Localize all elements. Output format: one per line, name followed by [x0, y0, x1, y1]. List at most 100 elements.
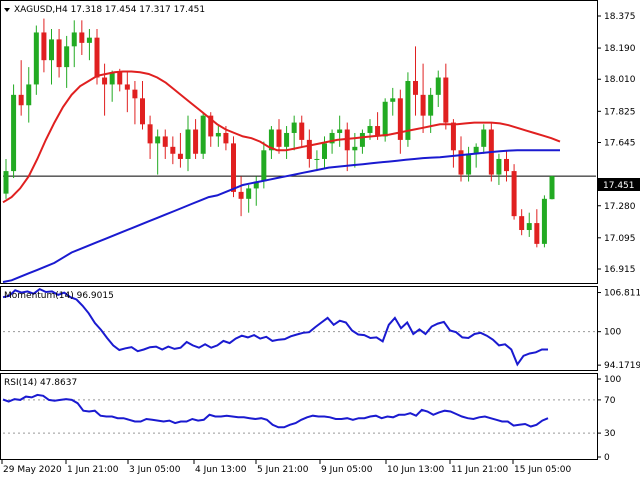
candle-body: [458, 150, 464, 175]
candle-body: [413, 80, 418, 95]
candle-body: [231, 143, 236, 192]
ma-fast-line: [2, 70, 561, 204]
candle: [215, 126, 221, 147]
momentum-plot-layer: [2, 287, 596, 367]
candle-body: [79, 32, 85, 43]
candle-body: [193, 129, 199, 154]
candle-body: [3, 171, 9, 194]
candle-body: [405, 80, 411, 140]
candle: [496, 153, 502, 185]
candle-body: [94, 37, 100, 78]
indicator-tick-label: 100: [604, 328, 621, 338]
candle: [466, 146, 472, 182]
current-price-tag: 17.451: [598, 178, 640, 191]
candle-body: [322, 143, 327, 159]
price-tick-label: 17.645: [604, 139, 636, 149]
price-tick-label: 18.375: [604, 12, 636, 22]
candle: [102, 63, 108, 116]
candle-body: [86, 37, 92, 43]
indicator-tick-label: 70: [604, 396, 616, 406]
candle-body: [443, 77, 449, 123]
candle-body: [132, 89, 138, 99]
candle-body: [71, 32, 77, 47]
candle: [405, 72, 411, 147]
candle: [534, 209, 540, 248]
candle-body: [26, 84, 32, 106]
main-panel-frame: [0, 0, 598, 284]
candle: [443, 63, 449, 130]
current-price-label: 17.451: [603, 181, 635, 191]
time-tick-label: 5 Jun 21:00: [257, 465, 309, 475]
candle: [473, 143, 479, 168]
candle: [124, 72, 130, 113]
candle: [49, 28, 54, 85]
candle: [18, 60, 24, 116]
candle: [155, 129, 161, 175]
time-axis: 29 May 2020 1 Jun 21:00 3 Jun 05:00 4 Jun 1…: [1, 460, 571, 475]
candle-body: [215, 132, 221, 137]
candle-body: [435, 77, 441, 95]
candle-body: [177, 153, 183, 159]
candle: [132, 80, 138, 125]
candle: [435, 70, 441, 107]
candle-body: [344, 129, 350, 151]
candle: [41, 18, 47, 73]
price-tick-label: 17.095: [604, 234, 636, 244]
collapse-triangle-icon[interactable]: [4, 8, 10, 12]
time-tick-label: 9 Jun 05:00: [321, 465, 373, 475]
candle-body: [155, 136, 161, 144]
candle: [170, 136, 176, 165]
candle: [147, 115, 153, 159]
candle: [177, 132, 183, 168]
candle-body: [511, 171, 517, 217]
time-tick-label: 4 Jun 13:00: [195, 465, 247, 475]
candle-body: [549, 176, 555, 200]
candle-body: [352, 146, 358, 151]
candle-body: [208, 115, 214, 137]
candle-body: [124, 84, 130, 90]
candle-body: [390, 98, 396, 102]
price-tick-label: 16.915: [604, 265, 636, 275]
candle: [200, 112, 206, 159]
time-tick-label: 1 Jun 21:00: [67, 465, 119, 475]
candle-body: [337, 129, 343, 133]
momentum-panel-frame: [0, 286, 598, 371]
candle-body: [64, 46, 70, 68]
candle-body: [117, 72, 123, 85]
candle-body: [147, 124, 153, 144]
candle-body: [284, 132, 290, 147]
candle-body: [140, 98, 145, 125]
time-tick-label: 29 May 2020: [3, 465, 62, 475]
candle-body: [170, 146, 176, 154]
candle: [253, 176, 259, 206]
candle: [140, 80, 145, 130]
candle-body: [329, 132, 335, 144]
candle-body: [238, 191, 244, 199]
candle-body: [428, 94, 434, 116]
price-tick-label: 18.190: [604, 44, 636, 54]
candle: [33, 25, 39, 95]
candle-body: [223, 132, 229, 144]
candle-body: [291, 122, 297, 133]
indicator-tick-label: 0: [604, 453, 610, 463]
candle-body: [246, 188, 252, 199]
candle-body: [299, 122, 305, 140]
rsi-title: RSI(14) 47.8637: [4, 378, 77, 388]
candle: [71, 20, 77, 68]
momentum-axis: 106.8115 100 94.1719: [597, 289, 640, 371]
candle-body: [56, 39, 62, 68]
indicator-tick-label: 94.1719: [604, 361, 640, 371]
rsi-panel-frame: [0, 373, 598, 460]
candle: [541, 195, 547, 248]
candle-body: [367, 126, 373, 133]
candle: [549, 175, 555, 200]
candle: [314, 150, 320, 172]
candle-body: [504, 158, 509, 172]
time-tick-label: 11 Jun 21:00: [451, 465, 508, 475]
candle-body: [268, 129, 274, 151]
candle: [26, 67, 32, 123]
candle-body: [261, 150, 267, 182]
candle: [284, 126, 290, 159]
candle-body: [481, 129, 487, 147]
